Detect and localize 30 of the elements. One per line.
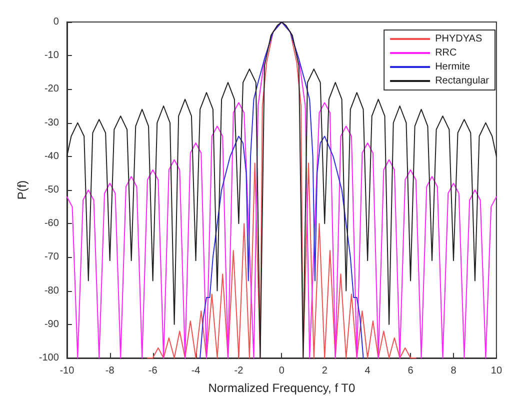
y-tick-label: -30 [44,117,60,128]
x-tick-label: -2 [234,366,244,376]
x-tick-label: 4 [364,366,371,376]
x-tick-label: 6 [408,366,414,376]
legend-label: RRC [435,48,457,58]
x-tick-label: 10 [490,366,502,376]
x-axis-title: Normalized Frequency, f T0 [208,381,356,395]
y-tick-label: -100 [38,352,60,364]
line-series [200,22,364,358]
x-tick-label: -10 [60,366,75,376]
y-tick-label: -10 [44,50,60,62]
y-axis-title: P(f) [15,180,29,200]
line-series [66,22,497,358]
y-tick-label: -80 [44,285,60,296]
y-tick-label: -40 [44,150,60,162]
y-tick-label: -20 [44,84,60,95]
y-tick-label: -60 [44,218,60,230]
y-tick-label: -90 [44,318,60,330]
legend-label: Rectangular [435,76,490,86]
x-tick-label: 0 [278,366,285,376]
x-tick-label: -6 [148,366,158,376]
x-tick-label: 8 [450,366,457,376]
x-tick-label: -4 [191,366,201,376]
y-tick-label: -50 [44,184,60,196]
legend-label: PHYDYAS [435,34,482,44]
legend-label: Hermite [435,62,471,72]
y-tick-label: 0 [53,16,60,28]
x-tick-label: 2 [322,366,328,376]
x-tick-label: -8 [105,366,115,376]
y-tick-label: -70 [44,252,60,263]
